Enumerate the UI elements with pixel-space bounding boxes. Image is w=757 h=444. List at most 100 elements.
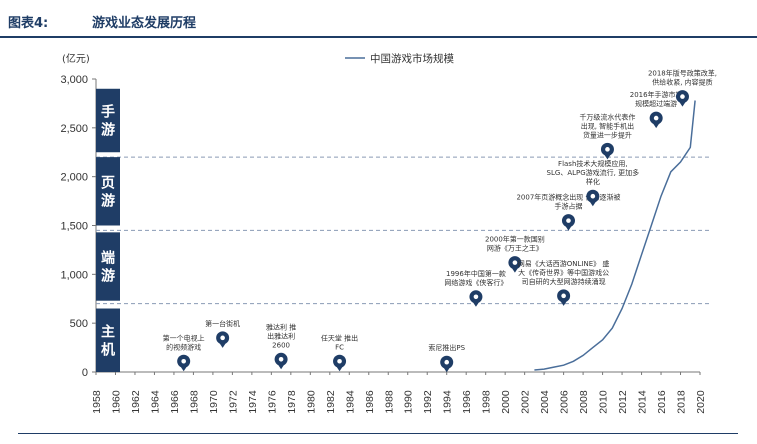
event-label: 货量进一步提升	[583, 130, 632, 139]
event-marker	[469, 290, 483, 307]
x-tick-label: 1992	[422, 390, 434, 414]
x-tick-label: 1994	[442, 390, 454, 414]
y-unit-label: (亿元)	[62, 52, 90, 65]
event-pin-hole	[337, 358, 342, 364]
x-tick-label: 2000	[500, 390, 512, 414]
event-pin-hole	[566, 218, 571, 223]
event-pin-hole	[605, 147, 610, 152]
event-pin-hole	[590, 193, 596, 199]
event-pin-hole	[561, 293, 566, 299]
event-pin-tip	[218, 341, 227, 348]
x-tick-label: 2004	[539, 390, 551, 414]
y-tick-label: 3,000	[60, 74, 88, 86]
event-pin-hole	[680, 94, 685, 99]
event-pin-hole	[181, 358, 186, 364]
x-tick-label: 1960	[110, 390, 122, 414]
x-tick-label: 1996	[461, 390, 473, 414]
event-pin-tip	[335, 365, 344, 372]
legend: 中国游戏市场规模	[345, 52, 454, 65]
event-label: 样化	[586, 177, 600, 186]
footer-rule	[18, 433, 738, 434]
x-tick-label: 1988	[383, 390, 395, 414]
x-tick-label: 2016	[656, 390, 668, 414]
event-pin-hole	[473, 294, 479, 300]
era-box	[96, 232, 120, 301]
event-label: 第一个电视上	[163, 333, 205, 342]
event-pin-hole	[653, 115, 659, 121]
era-dividers	[96, 156, 712, 305]
event-label: 2600	[272, 341, 290, 349]
event-marker	[557, 289, 571, 306]
event-label: 供给收紧, 内容提质	[652, 78, 712, 87]
x-tick-label: 2010	[598, 390, 610, 414]
event-pin-tip	[652, 122, 661, 129]
era-label-char: 游	[101, 122, 115, 139]
x-tick-label: 1986	[364, 390, 376, 414]
era-box	[96, 157, 120, 226]
event-pin-hole	[512, 260, 518, 265]
event-pin-tip	[678, 100, 687, 107]
event-marker	[274, 352, 288, 370]
x-tick-label: 1978	[286, 390, 298, 414]
event-pin-tip	[588, 200, 597, 207]
y-tick-label: 1,000	[60, 269, 88, 281]
event-label: 2007年页游概念出现 份额逐渐被	[516, 193, 620, 202]
event-pin-tip	[277, 363, 286, 370]
event-label: 网易《大话西游ONLINE》 盛	[518, 259, 610, 268]
event-pin-tip	[179, 365, 188, 372]
event-label: 1996年中国第一款	[446, 269, 506, 278]
y-tick-label: 2,500	[60, 123, 88, 135]
x-tick-label: 1980	[305, 390, 317, 414]
event-pin-tip	[510, 266, 519, 273]
event-label: 网游《万王之王》	[487, 244, 543, 253]
market-size-line	[534, 100, 696, 371]
y-tick-label: 0	[82, 367, 88, 379]
event-label: SLG、ALPG游戏流行, 更加多	[547, 168, 640, 177]
x-tick-label: 1966	[169, 390, 181, 414]
x-tick-label: 1974	[247, 390, 259, 414]
event-label: 的视频游戏	[166, 342, 201, 351]
event-pin-hole	[278, 357, 284, 362]
event-label: 手游占据	[554, 202, 582, 211]
event-label: 2018年版号政策改革,	[648, 69, 717, 78]
x-tick-label: 1982	[325, 390, 337, 414]
x-tick-label: 1958	[91, 390, 103, 414]
event-marker	[216, 331, 230, 348]
era-box	[96, 308, 120, 372]
event-label: FC	[335, 343, 344, 351]
era-box	[96, 88, 120, 153]
event-label: 出现, 智能手机出	[581, 121, 634, 130]
y-tick-label: 1,500	[60, 221, 88, 233]
event-marker	[561, 214, 575, 231]
event-pin-tip	[442, 366, 451, 373]
event-label: 出雅达利	[267, 331, 295, 340]
header-rule	[0, 36, 757, 38]
event-label: 规模超过端游	[635, 99, 677, 108]
event-pin-tip	[471, 300, 480, 307]
x-tick-label: 2018	[676, 390, 688, 414]
event-label: 司自研的大型网游持续涌现	[522, 277, 606, 286]
x-tick-label: 1998	[481, 390, 493, 414]
x-axis: 1958 1960 1962 1964 1966 1968 1970 1972 1974 1976…	[91, 371, 707, 414]
event-marker	[508, 256, 522, 273]
x-tick-label: 2008	[578, 390, 590, 414]
x-tick-label: 2012	[617, 390, 629, 414]
era-label-char: 主	[101, 323, 115, 340]
era-label-char: 机	[101, 341, 115, 358]
event-label: 大《传奇世界》等中国游戏公	[518, 268, 609, 277]
event-label: 千万级流水代表作	[579, 112, 635, 121]
event-label: 雅达利 推	[266, 322, 296, 331]
era-label-char: 端	[101, 250, 115, 267]
event-label: 第一台街机	[205, 319, 240, 328]
x-tick-label: 1976	[266, 390, 278, 414]
era-label-char: 手	[101, 104, 115, 121]
x-tick-label: 2002	[520, 390, 532, 414]
event-pin-hole	[444, 359, 450, 365]
event-marker	[600, 142, 614, 160]
x-tick-label: 2006	[559, 390, 571, 414]
market-size-series	[534, 100, 696, 371]
y-axis: 0 500 1,000 1,500 2,000 2,500 3,000	[60, 74, 97, 379]
